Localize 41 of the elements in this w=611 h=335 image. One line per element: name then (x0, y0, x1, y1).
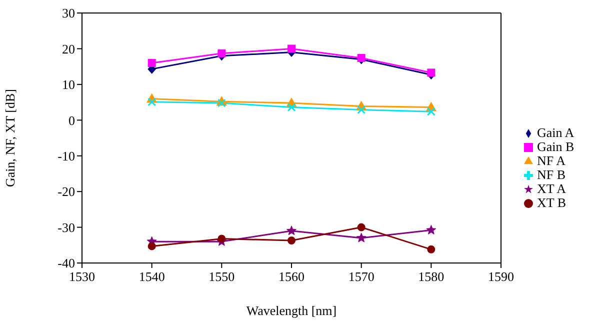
point (148, 242, 156, 250)
legend-label: NF B (537, 166, 566, 182)
x-tick-label: 1580 (418, 269, 444, 284)
point (148, 98, 156, 106)
y-tick-label: -20 (58, 184, 75, 200)
y-tick-label: 20 (62, 41, 75, 56)
point (426, 224, 436, 234)
x-tick-label: 1530 (69, 269, 95, 284)
point (287, 103, 296, 112)
y-tick-label: -10 (58, 148, 75, 164)
x-axis-title: Wavelength [nm] (246, 303, 337, 318)
point (356, 232, 366, 242)
y-axis-title: Gain, NF, XT [dB] (2, 88, 18, 188)
point (288, 236, 296, 244)
point (288, 44, 296, 53)
point (148, 59, 156, 67)
legend-label: Gain A (537, 124, 574, 140)
point (218, 234, 226, 243)
y-tick-label: -30 (58, 220, 75, 235)
point (426, 107, 436, 116)
y-tick-label: 10 (62, 77, 75, 92)
point (357, 54, 366, 62)
point (286, 226, 297, 236)
x-tick-label: 1570 (348, 269, 374, 284)
legend-label: XT B (537, 194, 566, 210)
point (357, 106, 366, 114)
y-tick-label: -40 (58, 256, 75, 271)
y-tick-label: 30 (62, 6, 75, 21)
y-tick-label: 0 (68, 112, 75, 128)
point (357, 223, 366, 232)
legend-label: XT A (537, 180, 566, 196)
x-tick-label: 1560 (278, 269, 304, 284)
x-tick-label: 1590 (488, 269, 514, 284)
x-tick-label: 1550 (208, 269, 235, 284)
x-tick-label: 1540 (138, 269, 165, 284)
point (427, 245, 436, 254)
point (427, 68, 436, 77)
point (217, 98, 226, 108)
point (218, 49, 226, 58)
legend-label: Gain B (537, 138, 574, 154)
legend-label: NF A (537, 152, 566, 168)
